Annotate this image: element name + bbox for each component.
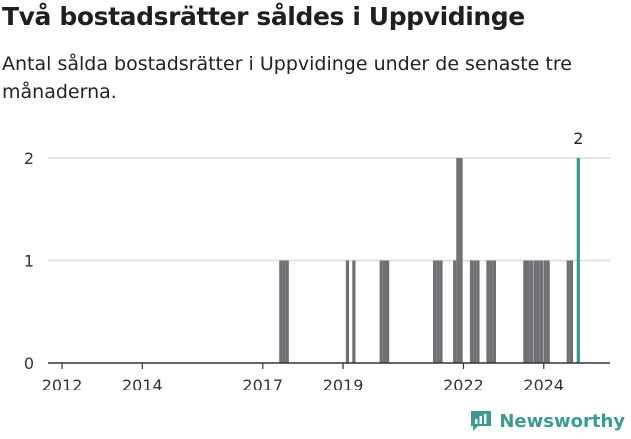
bar bbox=[476, 260, 480, 363]
x-tick-label: 2014 bbox=[122, 376, 163, 390]
x-tick-label: 2022 bbox=[443, 376, 484, 390]
bar bbox=[386, 260, 390, 363]
bar bbox=[546, 260, 550, 363]
bar bbox=[489, 260, 493, 363]
bar bbox=[279, 260, 283, 363]
y-tick-label: 2 bbox=[24, 149, 34, 168]
x-tick-label: 2024 bbox=[523, 376, 564, 390]
bar bbox=[569, 260, 574, 363]
bar bbox=[523, 260, 527, 363]
bar bbox=[566, 260, 570, 363]
x-tick-label: 2012 bbox=[42, 376, 83, 390]
bar bbox=[473, 260, 477, 363]
x-tick-label: 2017 bbox=[242, 376, 283, 390]
highlight-bar bbox=[576, 158, 580, 363]
brand-name: Newsworthy bbox=[499, 410, 625, 432]
bar-chart: 0 1 2 2 2012 2014 2017 2019 2022 2024 bbox=[24, 129, 610, 390]
chart-title: Två bostadsrätter såldes i Uppvidinge bbox=[2, 2, 525, 31]
bar bbox=[456, 158, 460, 363]
bar bbox=[432, 260, 437, 363]
bar bbox=[345, 260, 350, 363]
bar bbox=[529, 260, 533, 363]
bar bbox=[379, 260, 383, 363]
bar bbox=[352, 260, 356, 363]
bar bbox=[486, 260, 490, 363]
bar bbox=[536, 260, 540, 363]
bar bbox=[492, 260, 496, 363]
newsworthy-logo-icon bbox=[471, 411, 492, 431]
bar bbox=[539, 260, 543, 363]
bar bbox=[469, 260, 474, 363]
bar bbox=[459, 158, 463, 363]
data-label: 2 bbox=[573, 129, 583, 148]
chart-subtitle: Antal sålda bostadsrätter i Uppvidinge u… bbox=[2, 53, 572, 103]
bar bbox=[436, 260, 440, 363]
bar bbox=[439, 260, 443, 363]
bar bbox=[453, 260, 457, 363]
bar bbox=[526, 260, 530, 363]
bar bbox=[382, 260, 386, 363]
newsworthy-brand: Newsworthy bbox=[469, 409, 625, 433]
bar bbox=[543, 260, 547, 363]
x-tick-label: 2019 bbox=[323, 376, 364, 390]
y-tick-label: 1 bbox=[24, 252, 34, 271]
bar bbox=[282, 260, 286, 363]
bar bbox=[533, 260, 537, 363]
y-tick-label: 0 bbox=[24, 354, 34, 373]
bar bbox=[285, 260, 289, 363]
